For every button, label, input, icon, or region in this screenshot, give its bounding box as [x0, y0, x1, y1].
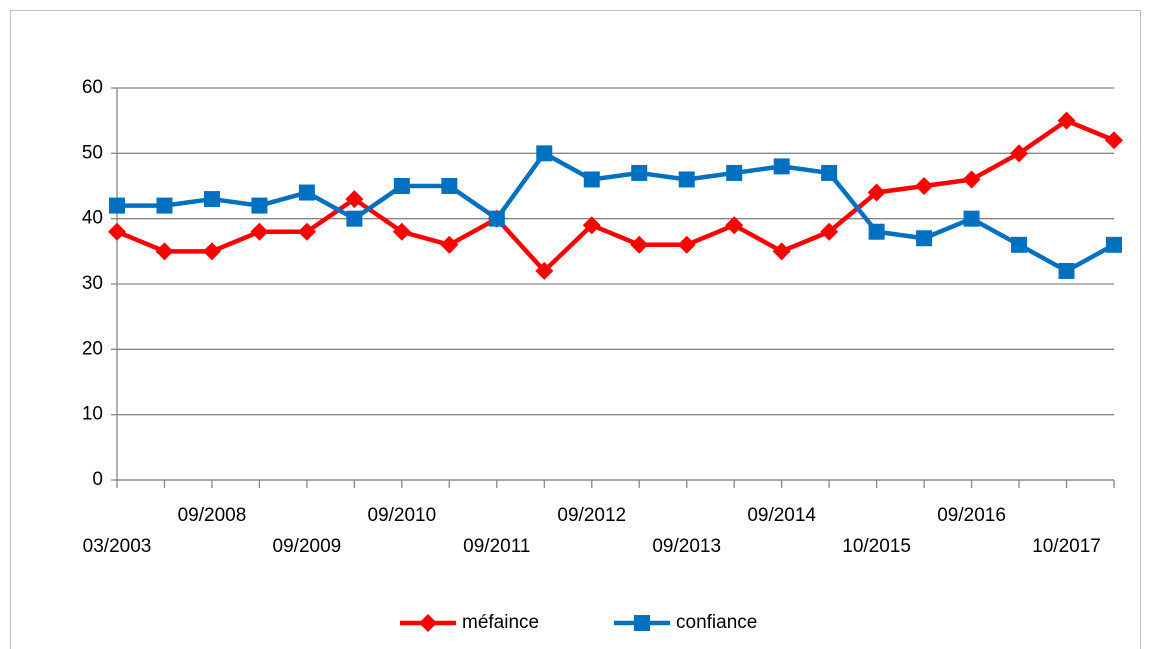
data-point: [345, 190, 364, 209]
data-point: [725, 216, 744, 235]
x-tick-label: 09/2013: [652, 536, 721, 557]
data-point: [583, 171, 600, 188]
series-line: [116, 118, 1115, 274]
data-point: [821, 164, 838, 181]
data-point: [109, 197, 125, 214]
data-point: [1106, 236, 1122, 253]
data-point: [820, 222, 839, 241]
y-tick-label: 50: [82, 142, 103, 163]
data-point: [867, 183, 886, 202]
data-point: [678, 171, 695, 188]
data-point: [1057, 111, 1076, 130]
data-point: [915, 177, 934, 195]
data-point: [1105, 131, 1123, 150]
data-point: [535, 261, 554, 280]
series: [108, 111, 1123, 280]
data-point: [202, 242, 221, 261]
data-point: [1011, 236, 1028, 253]
series: [109, 145, 1122, 279]
data-point: [536, 145, 553, 162]
x-tick-label: 10/2015: [842, 536, 911, 557]
data-point: [156, 197, 173, 214]
legend-item: confiance: [614, 612, 757, 633]
data-point: [772, 242, 791, 261]
x-tick-label: 09/2012: [557, 505, 626, 526]
legend-label: confiance: [676, 612, 757, 633]
data-point: [916, 230, 933, 247]
data-point: [393, 178, 410, 194]
data-point: [726, 164, 743, 181]
data-point: [677, 235, 696, 254]
x-tick-label: 09/2008: [178, 505, 247, 526]
x-tick-label: 03/2003: [83, 536, 152, 557]
data-point: [155, 242, 174, 261]
y-tick-label: 60: [82, 77, 103, 98]
x-tick-label: 10/2017: [1032, 536, 1101, 557]
x-tick-label: 09/2011: [463, 536, 530, 557]
data-point: [868, 223, 885, 240]
x-tick-label: 09/2016: [937, 505, 1006, 526]
data-point: [631, 164, 648, 181]
data-point: [440, 235, 459, 254]
data-point: [250, 222, 269, 241]
data-point: [251, 197, 268, 214]
data-point: [441, 178, 458, 194]
x-tick-label: 09/2014: [747, 505, 816, 526]
y-tick-label: 40: [82, 208, 103, 229]
chart-frame: [10, 10, 1141, 649]
data-point: [298, 184, 315, 201]
data-point: [346, 210, 363, 227]
data-point: [392, 222, 411, 241]
y-tick-label: 0: [92, 469, 103, 490]
y-tick-label: 30: [82, 273, 103, 294]
legend-label: méfaince: [462, 612, 539, 633]
legend-item: méfaince: [400, 612, 539, 633]
x-tick-label: 09/2009: [273, 536, 342, 557]
data-point: [1058, 262, 1075, 279]
data-point: [297, 222, 316, 241]
data-point: [963, 210, 980, 227]
y-tick-label: 20: [82, 338, 103, 359]
data-point: [773, 158, 790, 175]
data-point: [108, 222, 126, 241]
legend-marker: [634, 615, 650, 631]
data-point: [488, 210, 505, 227]
data-point: [630, 235, 649, 254]
data-point: [582, 216, 601, 235]
y-tick-label: 10: [82, 404, 103, 425]
data-point: [962, 170, 981, 189]
x-tick-label: 09/2010: [368, 505, 437, 526]
data-point: [1010, 144, 1029, 163]
legend-marker: [419, 614, 437, 632]
series-line: [117, 151, 1116, 274]
data-point: [203, 191, 220, 208]
